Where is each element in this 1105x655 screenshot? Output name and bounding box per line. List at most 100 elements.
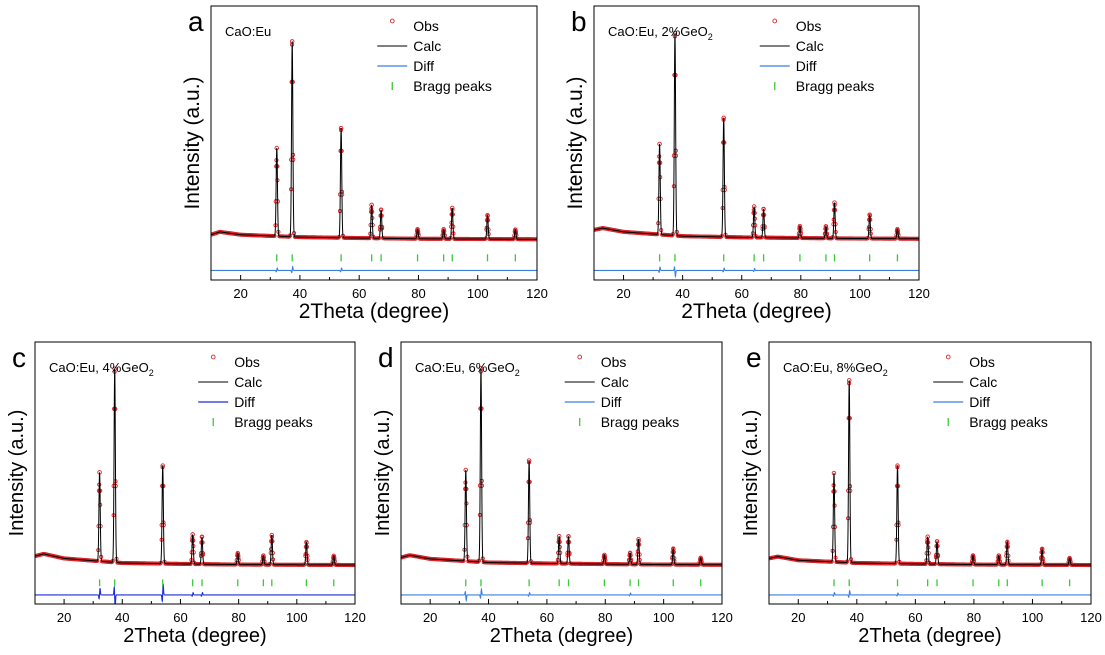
- legend-label: Bragg peaks: [413, 78, 492, 94]
- diff-line: [211, 265, 537, 274]
- legend: Obs Calc Diff Bragg peaks: [759, 18, 875, 94]
- diff-line: [594, 265, 919, 279]
- x-axis-label: 2Theta (degree): [299, 300, 450, 323]
- legend-label: Obs: [796, 18, 822, 34]
- sample-label: CaO:Eu: [225, 24, 271, 39]
- y-axis-label: Intensity (a.u.): [740, 410, 762, 537]
- x-tick-label: 100: [1022, 610, 1044, 625]
- calc-line: [211, 41, 537, 240]
- legend-label: Calc: [413, 38, 441, 54]
- x-tick-label: 40: [481, 610, 495, 625]
- x-axis-label: 2Theta (degree): [681, 300, 832, 323]
- x-tick-label: 100: [849, 286, 871, 301]
- legend: Obs Calc Diff Bragg peaks: [377, 18, 492, 94]
- legend-label: Diff: [413, 58, 434, 74]
- legend-label: Obs: [601, 354, 627, 370]
- calc-line: [35, 368, 355, 566]
- calc-line: [401, 368, 722, 566]
- panel-c: 20 40 60 80 100 120 2Theta (degree) Intensity (…: [6, 341, 366, 647]
- x-tick-label: 40: [115, 610, 129, 625]
- panel-label: c: [12, 342, 26, 373]
- legend-label: Bragg peaks: [796, 78, 875, 94]
- plot-area: [769, 378, 1091, 599]
- plot-frame: [210, 5, 538, 281]
- plot-frame: [593, 5, 920, 281]
- x-tick-label: 20: [423, 610, 437, 625]
- legend-label: Obs: [234, 354, 260, 370]
- plot-area: [401, 366, 722, 603]
- panel-label: a: [188, 6, 204, 37]
- y-axis-label: Intensity (a.u.): [6, 410, 28, 537]
- x-tick-label: 60: [173, 610, 187, 625]
- x-tick-label: 80: [598, 610, 612, 625]
- obs-series: [35, 366, 355, 568]
- obs-series: [594, 30, 919, 241]
- legend: Obs Calc Diff Bragg peaks: [564, 354, 680, 430]
- diff-line: [769, 589, 1091, 599]
- legend: Obs Calc Diff Bragg peaks: [933, 354, 1048, 430]
- legend-obs-marker: [945, 354, 951, 360]
- obs-series: [769, 378, 1091, 568]
- plot-frame: [768, 341, 1092, 605]
- x-tick-label: 20: [616, 286, 630, 301]
- sample-label: CaO:Eu, 6%GeO2: [415, 360, 520, 378]
- legend-label: Diff: [796, 58, 817, 74]
- x-tick-label: 100: [286, 610, 308, 625]
- x-axis-label: 2Theta (degree): [123, 625, 266, 647]
- x-tick-label: 40: [293, 286, 307, 301]
- x-tick-label: 80: [411, 286, 425, 301]
- calc-line: [594, 33, 919, 240]
- x-tick-label: 120: [1080, 610, 1102, 625]
- x-tick-label: 120: [526, 286, 548, 301]
- panel-a: 20 40 60 80 100 120 2Theta (degree) Intensity (…: [181, 5, 548, 323]
- legend-obs-marker: [577, 354, 583, 360]
- panel-e: 20 40 60 80 100 120 2Theta (degree) Intensity (…: [740, 341, 1102, 647]
- legend-label: Diff: [601, 394, 622, 410]
- legend-label: Bragg peaks: [601, 414, 680, 430]
- plot-area: [211, 39, 537, 274]
- x-tick-label: 80: [231, 610, 245, 625]
- plot-frame: [34, 341, 356, 605]
- diff-line: [401, 587, 722, 603]
- legend-label: Obs: [969, 354, 995, 370]
- x-tick-label: 60: [908, 610, 922, 625]
- x-tick-label: 20: [57, 610, 71, 625]
- x-tick-label: 120: [344, 610, 366, 625]
- x-tick-label: 40: [850, 610, 864, 625]
- x-tick-label: 20: [791, 610, 805, 625]
- legend-label: Diff: [234, 394, 255, 410]
- legend-obs-marker: [772, 18, 778, 24]
- obs-series: [211, 39, 537, 242]
- y-axis-label: Intensity (a.u.): [372, 410, 394, 537]
- x-tick-label: 120: [711, 610, 733, 625]
- legend-label: Calc: [601, 374, 629, 390]
- x-tick-label: 60: [734, 286, 748, 301]
- diff-line: [35, 583, 355, 604]
- panel-label: e: [746, 342, 762, 373]
- plot-area: [35, 366, 355, 604]
- x-tick-label: 120: [908, 286, 930, 301]
- sample-label: CaO:Eu, 8%GeO2: [783, 360, 888, 378]
- panel-b: 20 40 60 80 100 120 2Theta (degree) Intensity (…: [564, 5, 930, 323]
- x-tick-label: 100: [467, 286, 489, 301]
- x-tick-label: 40: [675, 286, 689, 301]
- x-axis-label: 2Theta (degree): [490, 625, 633, 647]
- x-axis-label: 2Theta (degree): [858, 625, 1001, 647]
- legend-obs-marker: [389, 18, 395, 24]
- calc-line: [769, 380, 1091, 566]
- sample-label: CaO:Eu, 4%GeO2: [49, 360, 154, 378]
- x-tick-label: 20: [233, 286, 247, 301]
- x-tick-label: 60: [540, 610, 554, 625]
- legend-obs-marker: [210, 354, 216, 360]
- panel-label: d: [378, 342, 394, 373]
- legend-label: Bragg peaks: [969, 414, 1048, 430]
- y-axis-label: Intensity (a.u.): [564, 76, 587, 209]
- legend-label: Bragg peaks: [234, 414, 313, 430]
- x-tick-label: 80: [967, 610, 981, 625]
- x-tick-label: 100: [653, 610, 675, 625]
- legend-label: Calc: [796, 38, 824, 54]
- legend-label: Calc: [969, 374, 997, 390]
- panel-d: 20 40 60 80 100 120 2Theta (degree) Intensity (…: [372, 341, 733, 647]
- plot-frame: [400, 341, 723, 605]
